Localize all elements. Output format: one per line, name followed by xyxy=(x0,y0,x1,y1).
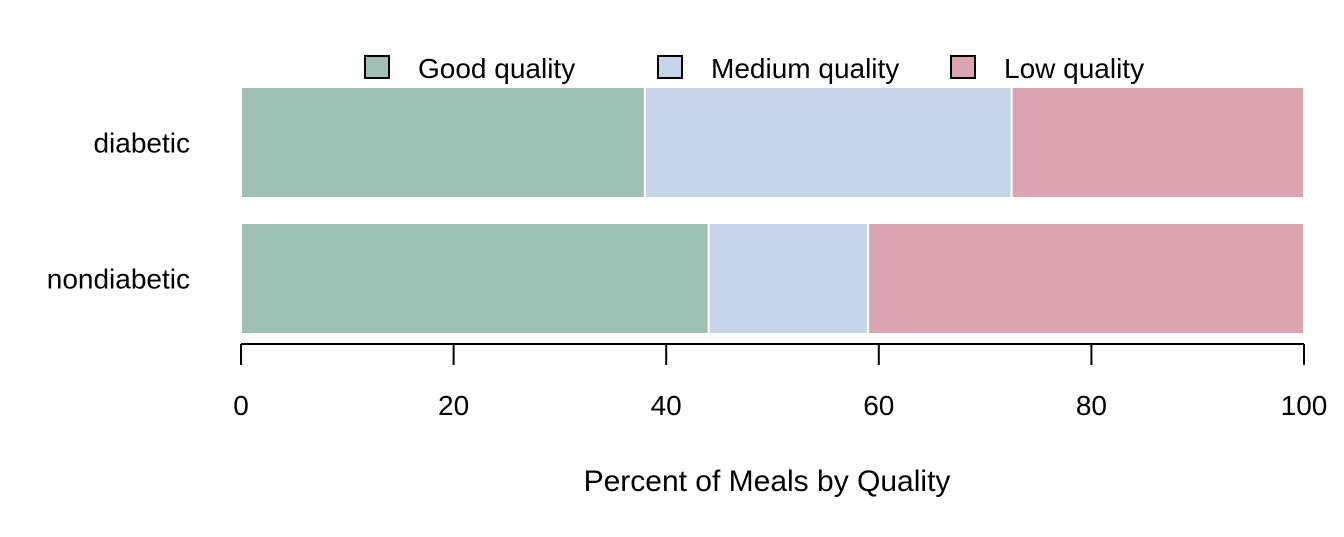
category-label-diabetic: diabetic xyxy=(93,128,190,159)
category-labels: diabetic nondiabetic xyxy=(47,128,190,295)
legend-label-good-quality: Good quality xyxy=(418,53,575,84)
legend-label-low-quality: Low quality xyxy=(1004,53,1144,84)
bars xyxy=(240,86,1305,335)
legend-swatch-low-quality xyxy=(950,55,976,79)
x-tick-label: 60 xyxy=(863,390,894,421)
category-label-nondiabetic: nondiabetic xyxy=(47,264,190,295)
bar-diabetic-good-quality xyxy=(240,86,646,199)
x-tick-label: 0 xyxy=(233,390,249,421)
bar-diabetic-medium-quality xyxy=(643,86,1013,199)
legend-swatch-medium-quality xyxy=(657,55,683,79)
x-tick-label: 100 xyxy=(1281,390,1328,421)
x-tick-label: 20 xyxy=(438,390,469,421)
bar-diabetic-low-quality xyxy=(1010,86,1305,199)
x-axis: 0 20 40 60 80 100 xyxy=(233,343,1328,421)
x-tick-label: 80 xyxy=(1076,390,1107,421)
legend: Good quality Medium quality Low quality xyxy=(364,53,1144,84)
legend-swatch-good-quality xyxy=(364,55,390,79)
bar-nondiabetic-low-quality xyxy=(867,222,1305,335)
bar-nondiabetic-good-quality xyxy=(240,222,710,335)
bar-nondiabetic-medium-quality xyxy=(707,222,870,335)
x-tick-label: 40 xyxy=(651,390,682,421)
x-axis-title: Percent of Meals by Quality xyxy=(584,465,951,498)
legend-label-medium-quality: Medium quality xyxy=(711,53,899,84)
